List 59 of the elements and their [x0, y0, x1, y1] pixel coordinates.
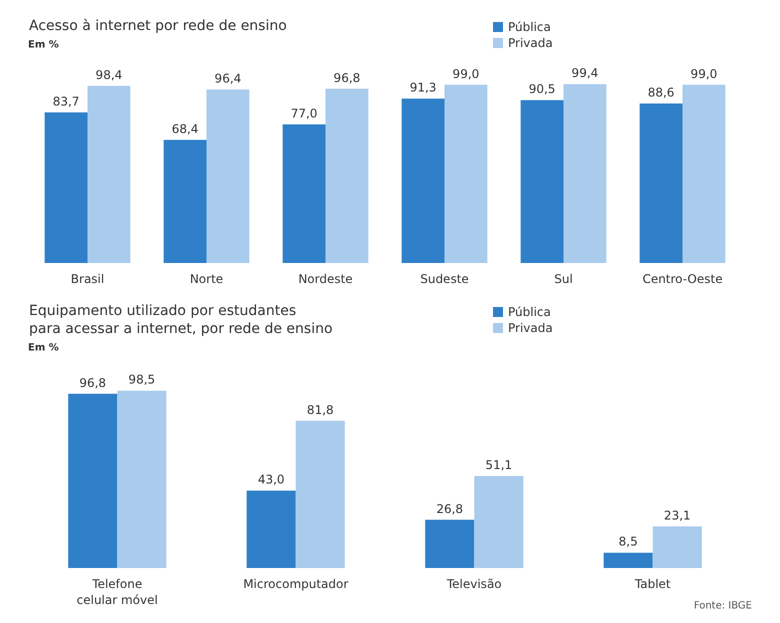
- bar: [604, 552, 653, 568]
- bar: [88, 86, 130, 263]
- bar: [296, 420, 345, 568]
- data-label: 26,8: [436, 502, 464, 516]
- bar: [444, 84, 488, 263]
- data-label: 51,1: [485, 458, 512, 472]
- bar: [652, 526, 702, 568]
- bar: [206, 89, 250, 263]
- bar: [117, 390, 166, 568]
- bar: [246, 490, 296, 568]
- data-label: 99,0: [690, 66, 718, 81]
- bar: [164, 140, 206, 263]
- data-label: 8,5: [618, 534, 638, 549]
- chart-title: Equipamento utilizado por estudantes para acessar a internet, por rede de ensino: [29, 303, 333, 337]
- x-tick-label: Microcomputador: [243, 577, 348, 591]
- bar: [682, 84, 726, 263]
- legend-label: Pública: [508, 305, 551, 319]
- data-label: 96,4: [214, 71, 242, 86]
- bar: [68, 394, 118, 568]
- bar: [326, 88, 368, 263]
- legend-label: Privada: [508, 321, 553, 335]
- bar: [425, 520, 474, 568]
- chart-subtitle: Em %: [28, 40, 59, 50]
- bar: [520, 100, 564, 263]
- bar: [282, 124, 326, 263]
- x-tick-label: Sudeste: [420, 272, 469, 286]
- bar: [474, 476, 524, 568]
- bar: [640, 104, 682, 263]
- data-label: 68,4: [172, 122, 198, 136]
- data-label: 96,8: [334, 70, 360, 85]
- legend-label: Pública: [508, 20, 551, 34]
- source-note: Fonte: IBGE: [694, 600, 752, 612]
- data-label: 83,7: [52, 94, 80, 108]
- bar: [44, 112, 88, 263]
- data-label: 98,5: [128, 372, 156, 387]
- data-label: 77,0: [290, 106, 318, 120]
- data-label: 98,4: [96, 68, 122, 82]
- x-tick-label: Centro-Oeste: [642, 272, 723, 286]
- data-label: 99,0: [452, 66, 480, 81]
- data-label: 96,8: [79, 376, 106, 390]
- x-tick-label: Nordeste: [298, 272, 353, 286]
- data-label: 43,0: [258, 472, 285, 487]
- x-tick-label: Telefone celular móvel: [76, 577, 158, 607]
- x-tick-label: Brasil: [70, 272, 104, 286]
- data-label: 23,1: [664, 508, 691, 522]
- x-tick-label: Norte: [190, 272, 224, 286]
- data-label: 91,3: [410, 80, 436, 95]
- data-label: 99,4: [572, 66, 598, 80]
- data-label: 90,5: [528, 82, 556, 96]
- data-label: 81,8: [306, 402, 334, 417]
- chart-subtitle: Em %: [28, 342, 59, 354]
- bar: [402, 98, 444, 263]
- bar: [564, 84, 606, 263]
- data-label: 88,6: [648, 86, 674, 100]
- legend-label: Privada: [508, 36, 553, 50]
- x-tick-label: Televisão: [446, 577, 502, 591]
- x-tick-label: Sul: [554, 272, 573, 286]
- chart-title: Acesso à internet por rede de ensino: [29, 18, 287, 34]
- x-tick-label: Tablet: [634, 577, 671, 591]
